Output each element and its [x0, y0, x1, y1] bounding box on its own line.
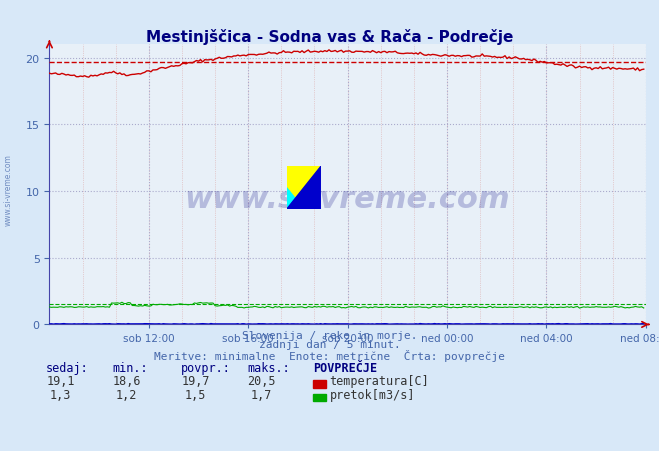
Text: Slovenija / reke in morje.: Slovenija / reke in morje.	[242, 330, 417, 340]
Text: min.:: min.:	[112, 361, 148, 374]
Text: povpr.:: povpr.:	[181, 361, 231, 374]
Text: 1,3: 1,3	[50, 388, 71, 401]
Text: pretok[m3/s]: pretok[m3/s]	[330, 388, 415, 401]
Text: 19,7: 19,7	[181, 374, 210, 387]
Text: 20,5: 20,5	[247, 374, 276, 387]
Text: 19,1: 19,1	[46, 374, 75, 387]
Text: 1,2: 1,2	[116, 388, 137, 401]
Polygon shape	[287, 167, 321, 210]
Text: 1,7: 1,7	[251, 388, 272, 401]
Text: sedaj:: sedaj:	[46, 361, 89, 374]
Text: maks.:: maks.:	[247, 361, 290, 374]
Text: 18,6: 18,6	[112, 374, 141, 387]
Text: Mestinjščica - Sodna vas & Rača - Podrečje: Mestinjščica - Sodna vas & Rača - Podreč…	[146, 29, 513, 45]
Polygon shape	[287, 167, 321, 210]
Polygon shape	[287, 189, 304, 210]
Text: 1,5: 1,5	[185, 388, 206, 401]
Text: zadnji dan / 5 minut.: zadnji dan / 5 minut.	[258, 340, 401, 350]
Text: POVPREČJE: POVPREČJE	[313, 361, 377, 374]
Text: temperatura[C]: temperatura[C]	[330, 374, 429, 387]
Text: www.si-vreme.com: www.si-vreme.com	[185, 184, 511, 213]
Text: Meritve: minimalne  Enote: metrične  Črta: povprečje: Meritve: minimalne Enote: metrične Črta:…	[154, 349, 505, 361]
Text: www.si-vreme.com: www.si-vreme.com	[3, 153, 13, 226]
